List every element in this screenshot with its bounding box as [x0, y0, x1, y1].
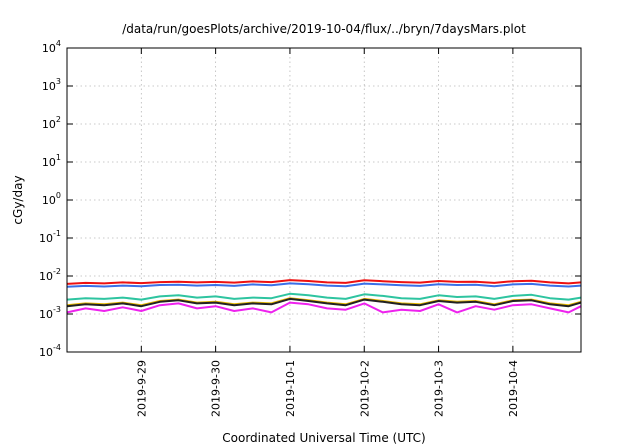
- y-axis-title: cGy/day: [11, 175, 25, 224]
- x-tick-label: 2019-9-30: [210, 360, 223, 417]
- series-line-1: [66, 279, 582, 285]
- x-tick-label: 2019-10-3: [433, 360, 446, 417]
- y-axis: 10-4 10-3 10-2 10-1 100 101 102 103 104: [39, 39, 581, 359]
- x-axis-title: Coordinated Universal Time (UTC): [222, 431, 425, 445]
- x-tick-label: 2019-10-1: [284, 360, 297, 417]
- y-tick-label: 104: [42, 39, 61, 55]
- y-tick-label: 10-2: [39, 267, 61, 283]
- series-line-2: [66, 282, 582, 288]
- x-tick-label: 2019-10-2: [358, 360, 371, 417]
- y-tick-label: 102: [42, 115, 61, 131]
- x-axis: 2019-9-29 2019-9-30 2019-10-1 2019-10-2 2019…: [135, 48, 520, 417]
- y-tick-label: 10-3: [39, 305, 61, 321]
- y-tick-label: 10-1: [39, 229, 61, 245]
- y-tick-label: 101: [42, 153, 61, 169]
- series-line-6: [66, 301, 582, 314]
- series-line-5: [66, 297, 582, 308]
- series-layer: [66, 279, 582, 314]
- chart-title: /data/run/goesPlots/archive/2019-10-04/f…: [122, 22, 526, 36]
- series-line-3: [66, 292, 582, 301]
- y-tick-label: 103: [42, 77, 61, 93]
- x-tick-label: 2019-9-29: [135, 360, 148, 417]
- y-tick-label: 100: [42, 191, 61, 207]
- y-tick-label: 10-4: [39, 343, 61, 359]
- x-tick-label: 2019-10-4: [507, 360, 520, 417]
